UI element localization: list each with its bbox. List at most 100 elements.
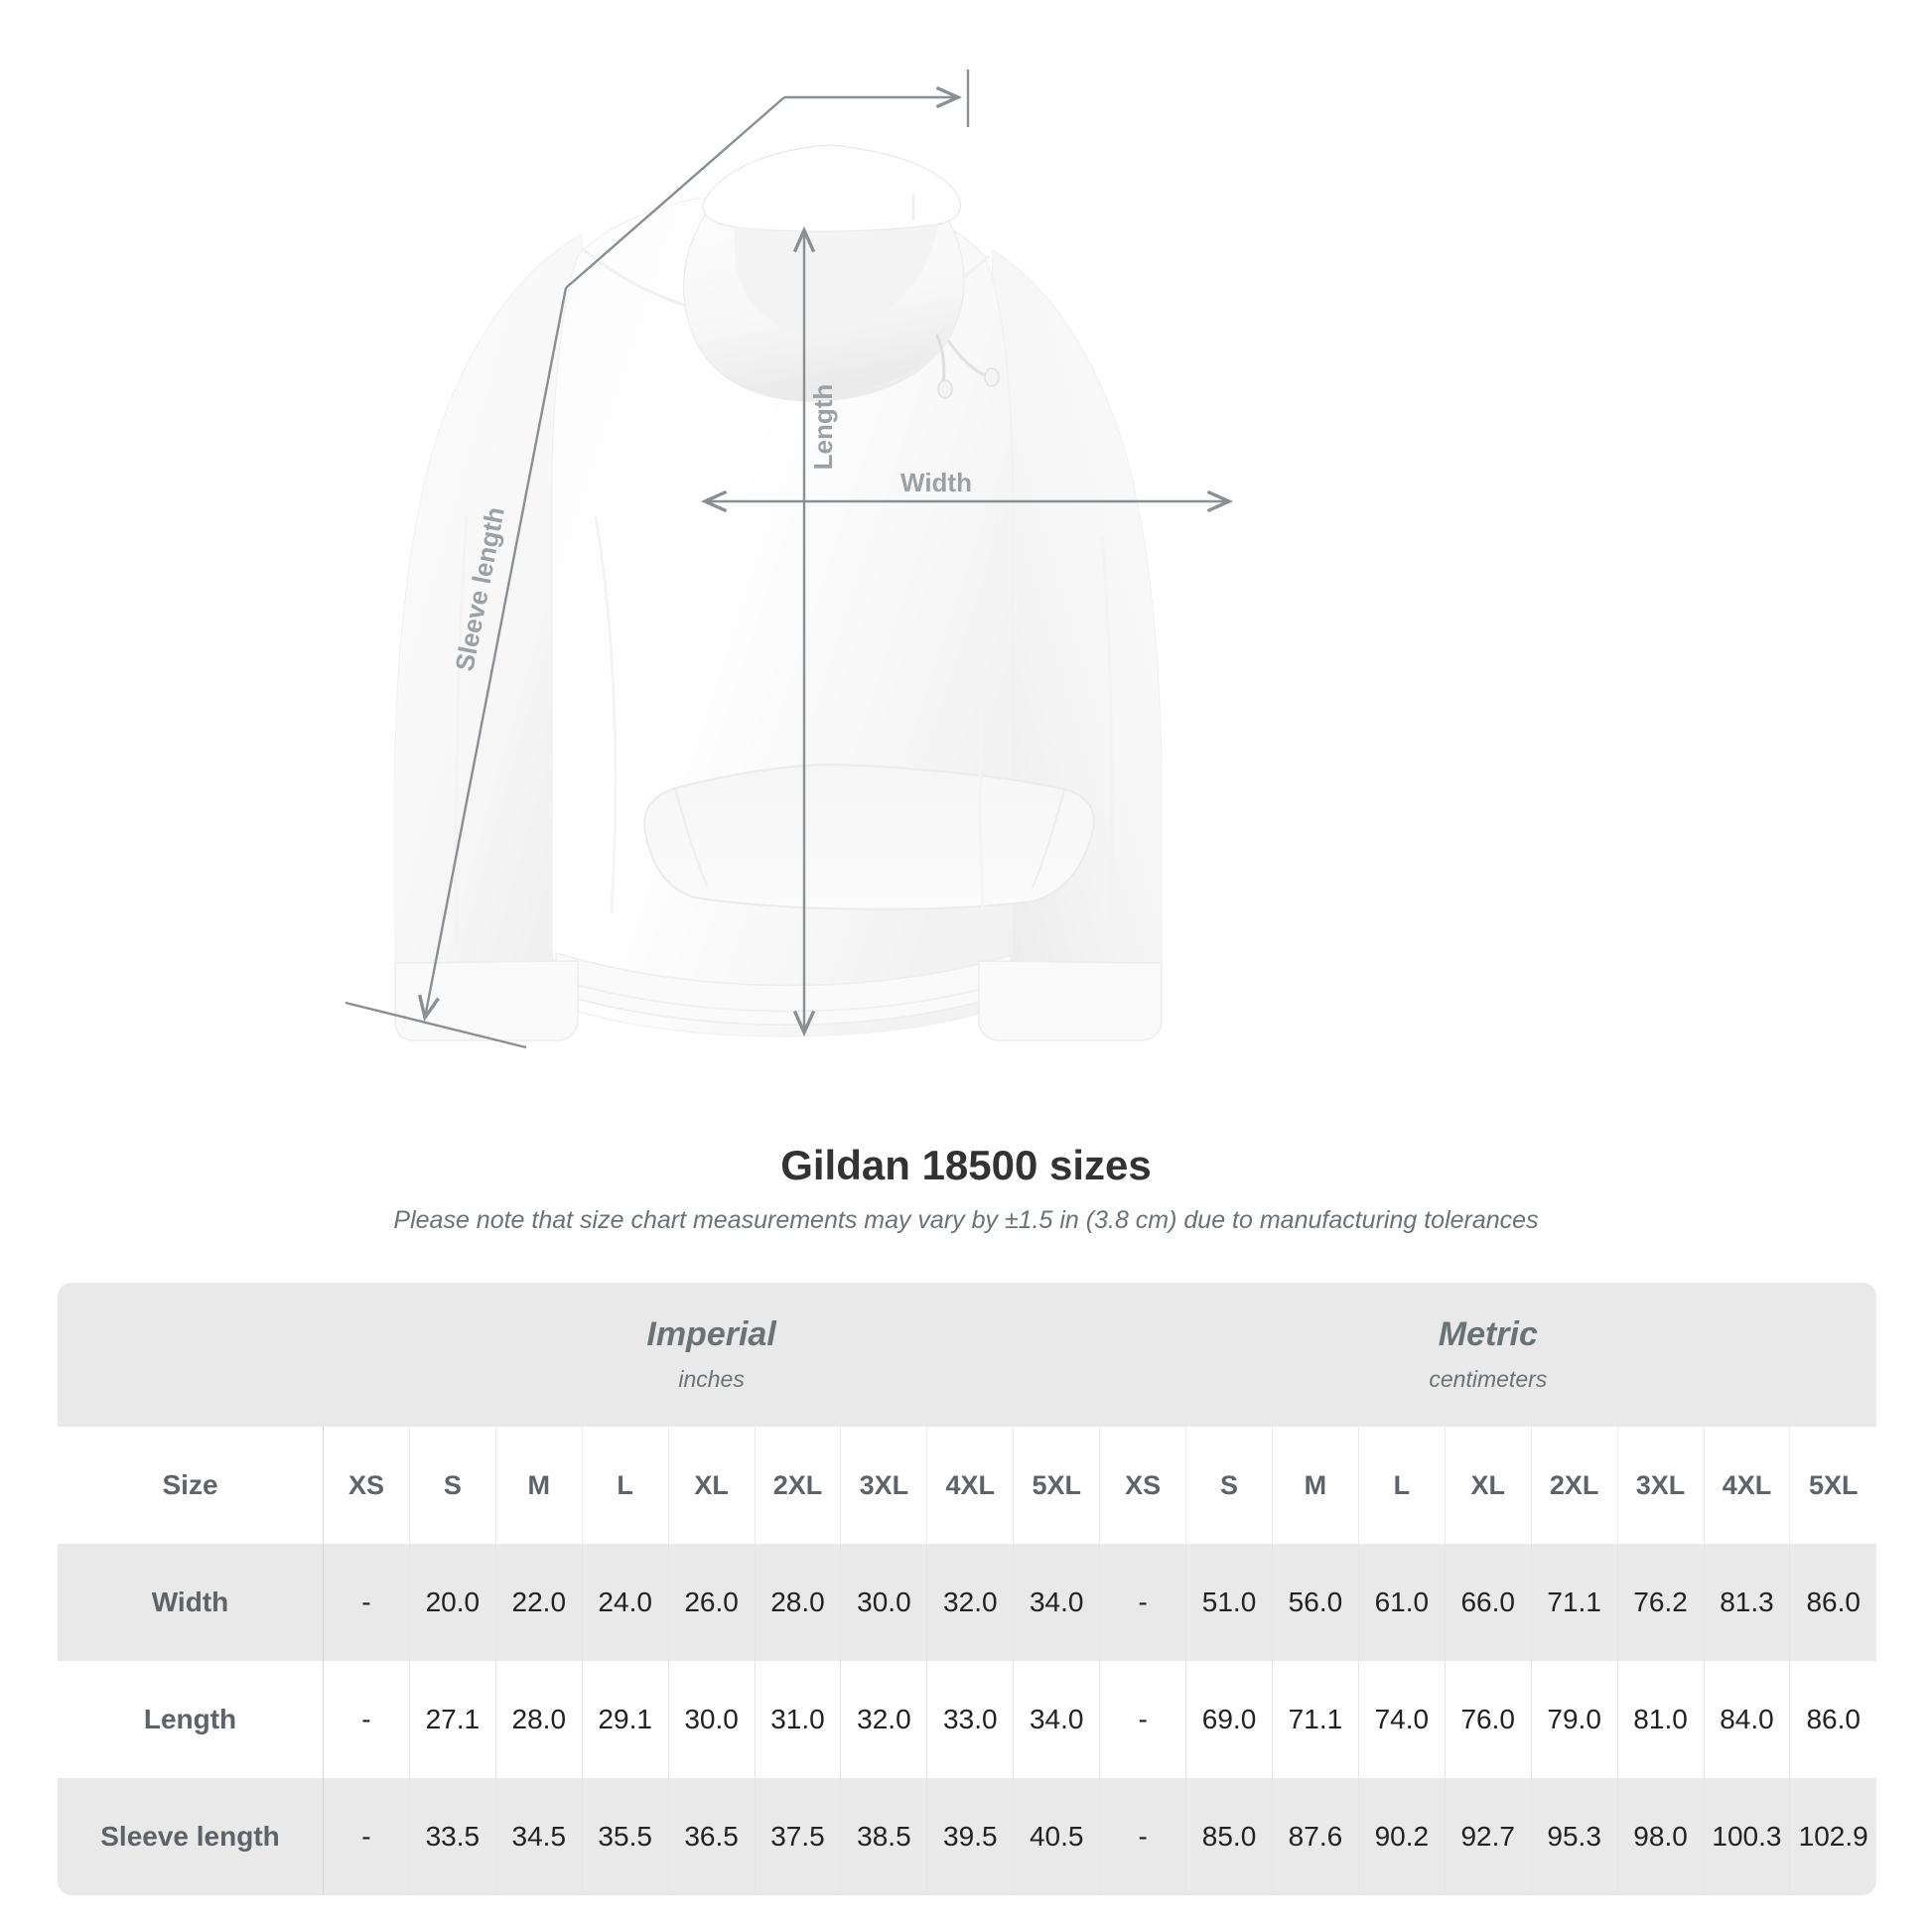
- cell-width-metric-xs: -: [1099, 1544, 1187, 1661]
- cell-sleeve-length-imperial-xs: -: [323, 1778, 410, 1895]
- cell-length-imperial-l: 29.1: [582, 1661, 669, 1778]
- size-header-metric-l: L: [1358, 1427, 1446, 1544]
- cell-length-imperial-s: 27.1: [409, 1661, 496, 1778]
- cell-length-metric-3xl: 81.0: [1617, 1661, 1705, 1778]
- cell-sleeve-length-imperial-s: 33.5: [409, 1778, 496, 1895]
- table-row-length: Length -27.1 28.0 29.1 30.0 31.0 32.0 33.0 34.0-…: [58, 1661, 1876, 1778]
- cell-length-imperial-5xl: 34.0: [1013, 1661, 1101, 1778]
- cell-sleeve-length-imperial-5xl: 40.5: [1013, 1778, 1101, 1895]
- cell-length-imperial-xl: 30.0: [668, 1661, 756, 1778]
- size-header-metric-s: S: [1185, 1427, 1273, 1544]
- cell-sleeve-length-metric-3xl: 98.0: [1617, 1778, 1705, 1895]
- size-header-imperial-4xl: 4XL: [926, 1427, 1015, 1544]
- cell-sleeve-length-metric-xl: 92.7: [1445, 1778, 1532, 1895]
- size-header-metric-5xl: 5XL: [1789, 1427, 1876, 1544]
- cell-sleeve-length-imperial-2xl: 37.5: [755, 1778, 842, 1895]
- sleeve-leader-diagonal: [565, 96, 785, 289]
- cell-width-metric-s: 51.0: [1185, 1544, 1273, 1661]
- row-label-length: Length: [58, 1661, 324, 1778]
- unit-band-spacer: [58, 1283, 324, 1427]
- cell-sleeve-length-metric-5xl: 102.9: [1789, 1778, 1876, 1895]
- row-label-sleeve-length: Sleeve length: [58, 1778, 324, 1895]
- garment-shape: [394, 144, 1163, 1041]
- cell-width-metric-2xl: 71.1: [1531, 1544, 1618, 1661]
- cell-length-imperial-3xl: 32.0: [840, 1661, 928, 1778]
- size-header-imperial-5xl: 5XL: [1013, 1427, 1101, 1544]
- cell-width-metric-4xl: 81.3: [1704, 1544, 1791, 1661]
- cell-sleeve-length-metric-4xl: 100.3: [1704, 1778, 1791, 1895]
- cell-length-imperial-4xl: 33.0: [926, 1661, 1015, 1778]
- cell-width-imperial-l: 24.0: [582, 1544, 669, 1661]
- size-header-metric-m: M: [1272, 1427, 1359, 1544]
- cell-width-metric-m: 56.0: [1272, 1544, 1359, 1661]
- size-header-imperial-xl: XL: [668, 1427, 756, 1544]
- cell-length-imperial-xs: -: [323, 1661, 410, 1778]
- unit-subtitle: centimeters: [1429, 1365, 1548, 1392]
- width-label: Width: [900, 468, 972, 497]
- cell-length-metric-s: 69.0: [1185, 1661, 1273, 1778]
- unit-band-row: Imperial inches Metric centimeters: [58, 1283, 1876, 1427]
- tolerance-note: Please note that size chart measurements…: [393, 1206, 1539, 1234]
- size-header-metric-xl: XL: [1445, 1427, 1532, 1544]
- measurement-lines: [345, 69, 1234, 1049]
- cell-length-metric-xs: -: [1099, 1661, 1187, 1778]
- cell-sleeve-length-imperial-4xl: 39.5: [926, 1778, 1015, 1895]
- unit-name: Imperial: [646, 1315, 776, 1354]
- cell-width-imperial-2xl: 28.0: [755, 1544, 842, 1661]
- cell-sleeve-length-metric-xs: -: [1099, 1778, 1187, 1895]
- size-header-imperial-2xl: 2XL: [755, 1427, 842, 1544]
- size-header-metric-4xl: 4XL: [1704, 1427, 1791, 1544]
- length-label: Length: [808, 384, 838, 471]
- cell-length-metric-l: 74.0: [1358, 1661, 1446, 1778]
- size-header-label: Size: [58, 1427, 324, 1544]
- cell-sleeve-length-imperial-l: 35.5: [582, 1778, 669, 1895]
- hoodie-illustration: Length Width Sleeve length: [345, 69, 1234, 1049]
- cell-length-metric-m: 71.1: [1272, 1661, 1359, 1778]
- table-row-sleeve-length: Sleeve length -33.5 34.5 35.5 36.5 37.5 38.5 39…: [58, 1778, 1876, 1895]
- cell-sleeve-length-imperial-xl: 36.5: [668, 1778, 756, 1895]
- cell-sleeve-length-metric-m: 87.6: [1272, 1778, 1359, 1895]
- cell-sleeve-length-imperial-3xl: 38.5: [840, 1778, 928, 1895]
- row-label-width: Width: [58, 1544, 324, 1661]
- cell-length-metric-xl: 76.0: [1445, 1661, 1532, 1778]
- size-header-imperial-3xl: 3XL: [840, 1427, 928, 1544]
- unit-header-imperial: Imperial inches: [323, 1283, 1100, 1427]
- cell-width-imperial-4xl: 32.0: [926, 1544, 1015, 1661]
- cell-width-imperial-xs: -: [323, 1544, 410, 1661]
- sleeve-measure-line: [418, 287, 568, 1023]
- size-header-metric-2xl: 2XL: [1531, 1427, 1618, 1544]
- cell-sleeve-length-metric-s: 85.0: [1185, 1778, 1273, 1895]
- size-header-imperial-xs: XS: [323, 1427, 410, 1544]
- size-header-imperial-l: L: [582, 1427, 669, 1544]
- cell-width-imperial-5xl: 34.0: [1013, 1544, 1101, 1661]
- cell-length-imperial-2xl: 31.0: [755, 1661, 842, 1778]
- cell-width-metric-5xl: 86.0: [1789, 1544, 1876, 1661]
- cell-width-metric-3xl: 76.2: [1617, 1544, 1705, 1661]
- table-row-width: Width -20.0 22.0 24.0 26.0 28.0 30.0 32.0 34.0-5…: [58, 1544, 1876, 1661]
- cell-width-imperial-3xl: 30.0: [840, 1544, 928, 1661]
- unit-header-metric: Metric centimeters: [1099, 1283, 1876, 1427]
- unit-name: Metric: [1438, 1315, 1538, 1354]
- hoodie-measurement-diagram: Length Width Sleeve length: [345, 69, 1234, 1049]
- size-header-row: Size XS S M L XL 2XL 3XL 4XL 5XL XS S M L XL 2XL 3XL 4XL 5…: [58, 1427, 1876, 1544]
- cell-width-imperial-m: 22.0: [495, 1544, 583, 1661]
- cell-length-metric-2xl: 79.0: [1531, 1661, 1618, 1778]
- cell-length-metric-4xl: 84.0: [1704, 1661, 1791, 1778]
- size-header-imperial-s: S: [409, 1427, 496, 1544]
- cell-width-imperial-xl: 26.0: [668, 1544, 756, 1661]
- size-header-imperial-m: M: [495, 1427, 583, 1544]
- cell-sleeve-length-metric-2xl: 95.3: [1531, 1778, 1618, 1895]
- page-title: Gildan 18500 sizes: [780, 1142, 1152, 1188]
- cell-width-metric-l: 61.0: [1358, 1544, 1446, 1661]
- cell-sleeve-length-metric-l: 90.2: [1358, 1778, 1446, 1895]
- cell-sleeve-length-imperial-m: 34.5: [495, 1778, 583, 1895]
- size-chart-table: Imperial inches Metric centimeters Size XS S M L…: [58, 1283, 1876, 1895]
- unit-subtitle: inches: [678, 1365, 745, 1392]
- cell-width-imperial-s: 20.0: [409, 1544, 496, 1661]
- size-chart-table-wrapper: Imperial inches Metric centimeters Size XS S M L…: [58, 1283, 1876, 1895]
- cell-length-imperial-m: 28.0: [495, 1661, 583, 1778]
- size-header-metric-3xl: 3XL: [1617, 1427, 1705, 1544]
- sleeve-start-tick: [345, 1001, 527, 1049]
- cell-length-metric-5xl: 86.0: [1789, 1661, 1876, 1778]
- size-header-metric-xs: XS: [1099, 1427, 1187, 1544]
